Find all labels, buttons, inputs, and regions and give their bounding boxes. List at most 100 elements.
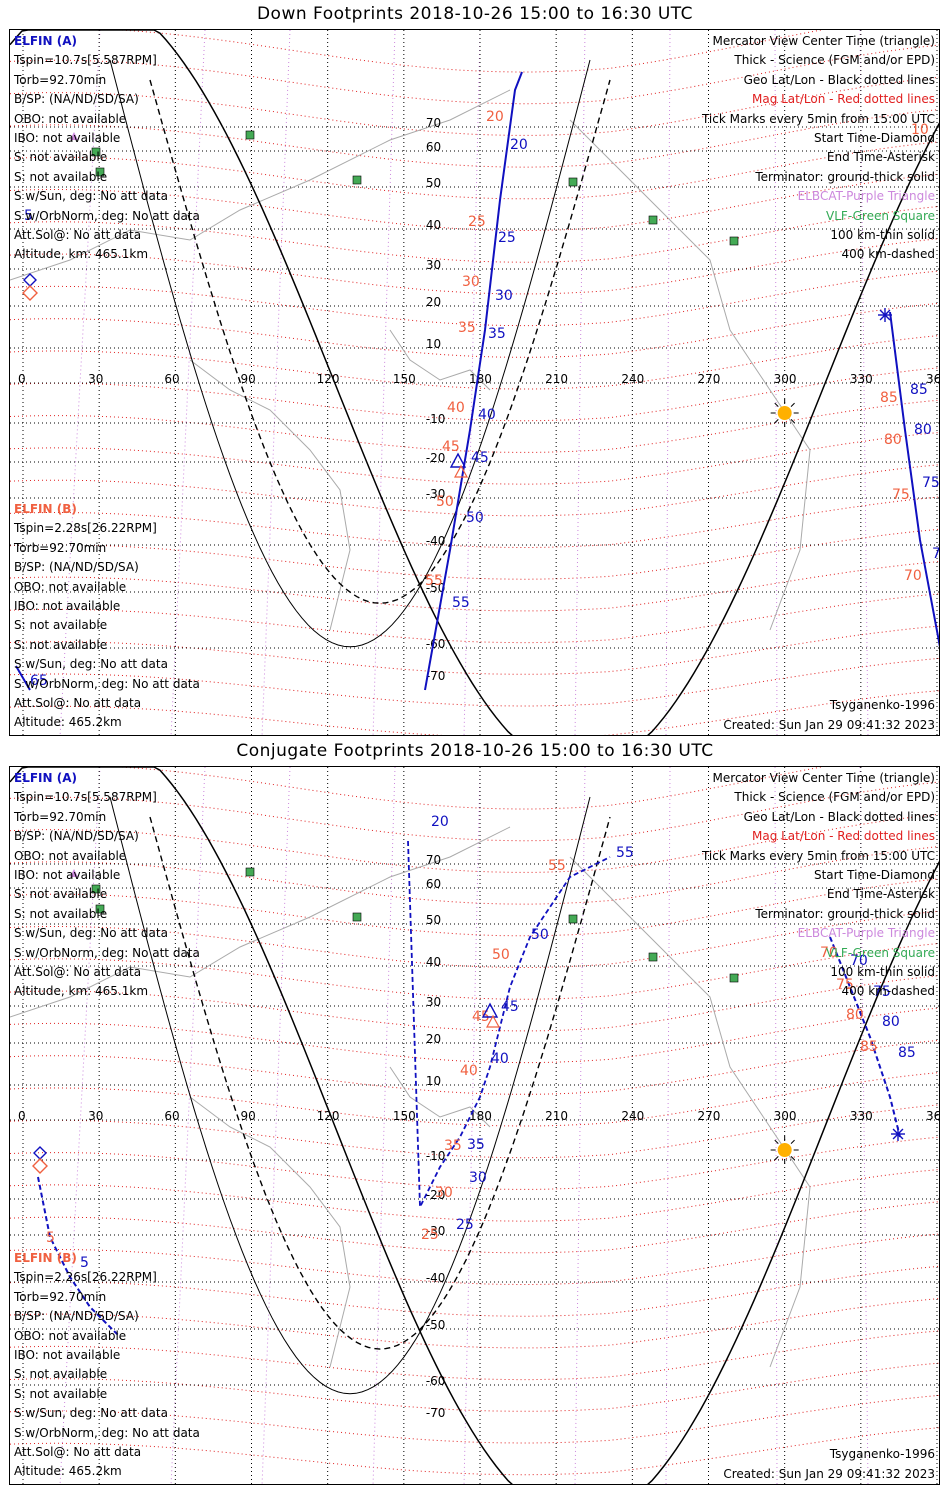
lon-label: 120 [317, 1109, 340, 1123]
lat-label: 30 [426, 258, 441, 272]
lon-label: 30 [88, 1109, 103, 1123]
elfin-a-info-line: S: not available [14, 906, 108, 921]
elfin-a-info-line: Torb=92.70min [14, 809, 107, 824]
elfin-a-info-line: Att.Sol@: No att data [14, 964, 142, 979]
elfin-b-info-down: ELFIN (B) Tspin=2.28s[26.22RPM] Torb=92.7… [14, 500, 200, 729]
elfin-a-info-line: OBO: not available [14, 111, 127, 126]
sun-ray [790, 1139, 795, 1144]
legend-down: Mercator View Center Time (triangle) Thic… [702, 32, 935, 265]
sun-ray [774, 1156, 779, 1161]
land-outline [10, 89, 511, 281]
end-asterisk-icon [879, 309, 891, 321]
lon-label: 360 [926, 372, 940, 386]
legend-item: Geo Lat/Lon - Black dotted lines [743, 72, 935, 87]
elfin-a-info-down: ELFIN (A) Tspin=10.7s[5.587RPM] Torb=92.7… [14, 32, 200, 261]
elfin-a-east-tick-label: 85 [898, 1045, 916, 1061]
elfin-a-tick-label: 50 [531, 927, 549, 943]
sun-ray [774, 419, 779, 424]
elfin-b-info-conjugate: ELFIN (B) Tspin=2.26s[26.22RPM] Torb=92.7… [14, 1249, 200, 1478]
elfin-a-info-line: Torb=92.70min [14, 72, 107, 87]
elfin-a-tick-label: 50 [466, 510, 484, 526]
elfin-a-east-tick-label: 80 [914, 422, 932, 438]
elfin-b-info-line: Altitude: 465.2km [14, 715, 122, 730]
created-label-down: Created: Sun Jan 29 09:41:32 2023 [723, 718, 935, 732]
lon-label: 240 [621, 1109, 644, 1123]
elfin-b-info-line: S: not available [14, 1367, 108, 1382]
lon-label: 330 [850, 372, 873, 386]
start-diamond-a-icon [33, 1146, 47, 1160]
elfin-a-west-tick-label: 5 [24, 208, 33, 224]
lat-label: 50 [426, 176, 441, 190]
center-triangle-a-icon [449, 452, 467, 468]
elfin-a-lines: Tspin=10.7s[5.587RPM] Torb=92.70min B/SP: … [14, 51, 200, 261]
elfin-a-tick-label: 30 [469, 1170, 487, 1186]
lat-label: 60 [426, 877, 441, 891]
lon-label: 300 [774, 1109, 797, 1123]
legend-item: Mag Lat/Lon - Red dotted lines [751, 829, 935, 844]
lat-label: 30 [426, 995, 441, 1009]
terminator-line [10, 767, 939, 1484]
elfin-b-tick-label: 40 [447, 400, 465, 416]
lon-label: 0 [18, 372, 26, 386]
elfin-b-east-tick-label: 80 [846, 1007, 864, 1023]
elfin-b-east-tick-label: 75 [836, 977, 854, 993]
map-frame-conjugate[interactable]: 0 30 60 90 120 150 180 210 240 270 300 330 360 70 60 50… [9, 766, 940, 1485]
elfin-b-info-line: OBO: not available [14, 1328, 127, 1343]
elfin-a-info-line: S w/Sun, deg: No att data [14, 926, 168, 941]
elfin-a-info-line: S w/OrbNorm, deg: No att data [14, 208, 200, 223]
elfin-a-info-line: IBO: not available [14, 130, 121, 145]
elfin-a-info-line: S: not available [14, 150, 108, 165]
elfin-b-info-line: B/SP: (NA/ND/SD/SA) [14, 560, 139, 575]
lat-label: -30 [426, 1224, 446, 1238]
elfin-a-track-west [37, 1176, 121, 1338]
elfin-a-tick-label: 45 [471, 450, 489, 466]
elfin-a-lines: Tspin=10.7s[5.587RPM] Torb=92.70min B/SP: … [14, 788, 200, 998]
legend-item: End Time-Asterisk [826, 887, 935, 902]
elfin-a-info-line: S: not available [14, 169, 108, 184]
elfin-a-info-line: Altitude, km: 465.1km [14, 247, 149, 262]
map-canvas-down: 0 30 60 90 120 150 180 210 240 270 300 330 360 70 60 50… [10, 30, 940, 735]
elfin-b-label: ELFIN (B) [14, 1251, 77, 1265]
lat-label: 40 [426, 955, 441, 969]
elfin-a-info-line: Att.Sol@: No att data [14, 227, 142, 242]
lat-label: -70 [426, 669, 446, 683]
lon-label: 150 [393, 1109, 416, 1123]
elfin-a-east-tick-label: 70 [850, 953, 868, 969]
center-triangle-a-icon [481, 1002, 499, 1018]
legend-item: VLF-Green Square [826, 208, 935, 223]
lat-label: -60 [426, 1374, 446, 1388]
sun-ray [790, 419, 795, 424]
elfin-b-info-line: Att.Sol@: No att data [14, 1444, 142, 1459]
lat-label: -40 [426, 1271, 446, 1285]
lat-label: -70 [426, 1406, 446, 1420]
elfin-b-east-tick-label: 85 [860, 1039, 878, 1055]
end-asterisk-icon [892, 1128, 904, 1140]
elfin-a-tick-label: 40 [491, 1051, 509, 1067]
lon-label: 210 [545, 1109, 568, 1123]
lon-label: 180 [469, 1109, 492, 1123]
lon-label: 60 [164, 1109, 179, 1123]
legend-item: Mercator View Center Time (triangle) [712, 771, 935, 785]
mag-lat-line [10, 1201, 939, 1254]
mag-lon-line [574, 30, 586, 735]
map-frame-down[interactable]: 0 30 60 90 120 150 180 210 240 270 300 330 360 70 60 50… [9, 29, 940, 736]
elfin-a-tick-label: 55 [616, 845, 634, 861]
mag-lat-line [10, 141, 939, 200]
legend-item: Tick Marks every 5min from 15:00 UTC [701, 111, 935, 126]
lon-label: 330 [850, 1109, 873, 1123]
elfin-b-tick-label: 25 [421, 1227, 439, 1243]
elfin-a-track [407, 840, 611, 1208]
elfin-b-info-line: S w/OrbNorm, deg: No att data [14, 676, 200, 691]
footprint-400km [149, 816, 611, 1350]
mag-lat-line [10, 44, 939, 105]
mag-lon-line [372, 767, 396, 1484]
legend-item: End Time-Asterisk [826, 150, 935, 165]
elfin-a-east-tick-label: 75 [873, 984, 891, 1000]
legend-item: Tick Marks every 5min from 15:00 UTC [701, 848, 935, 863]
elfin-a-info-line: S w/OrbNorm, deg: No att data [14, 945, 200, 960]
lat-label: 40 [426, 218, 441, 232]
mag-lat-line [10, 846, 939, 905]
legend-item: 100 km-thin solid [830, 964, 935, 979]
lon-label: 180 [469, 372, 492, 386]
land-outline [10, 826, 511, 1018]
